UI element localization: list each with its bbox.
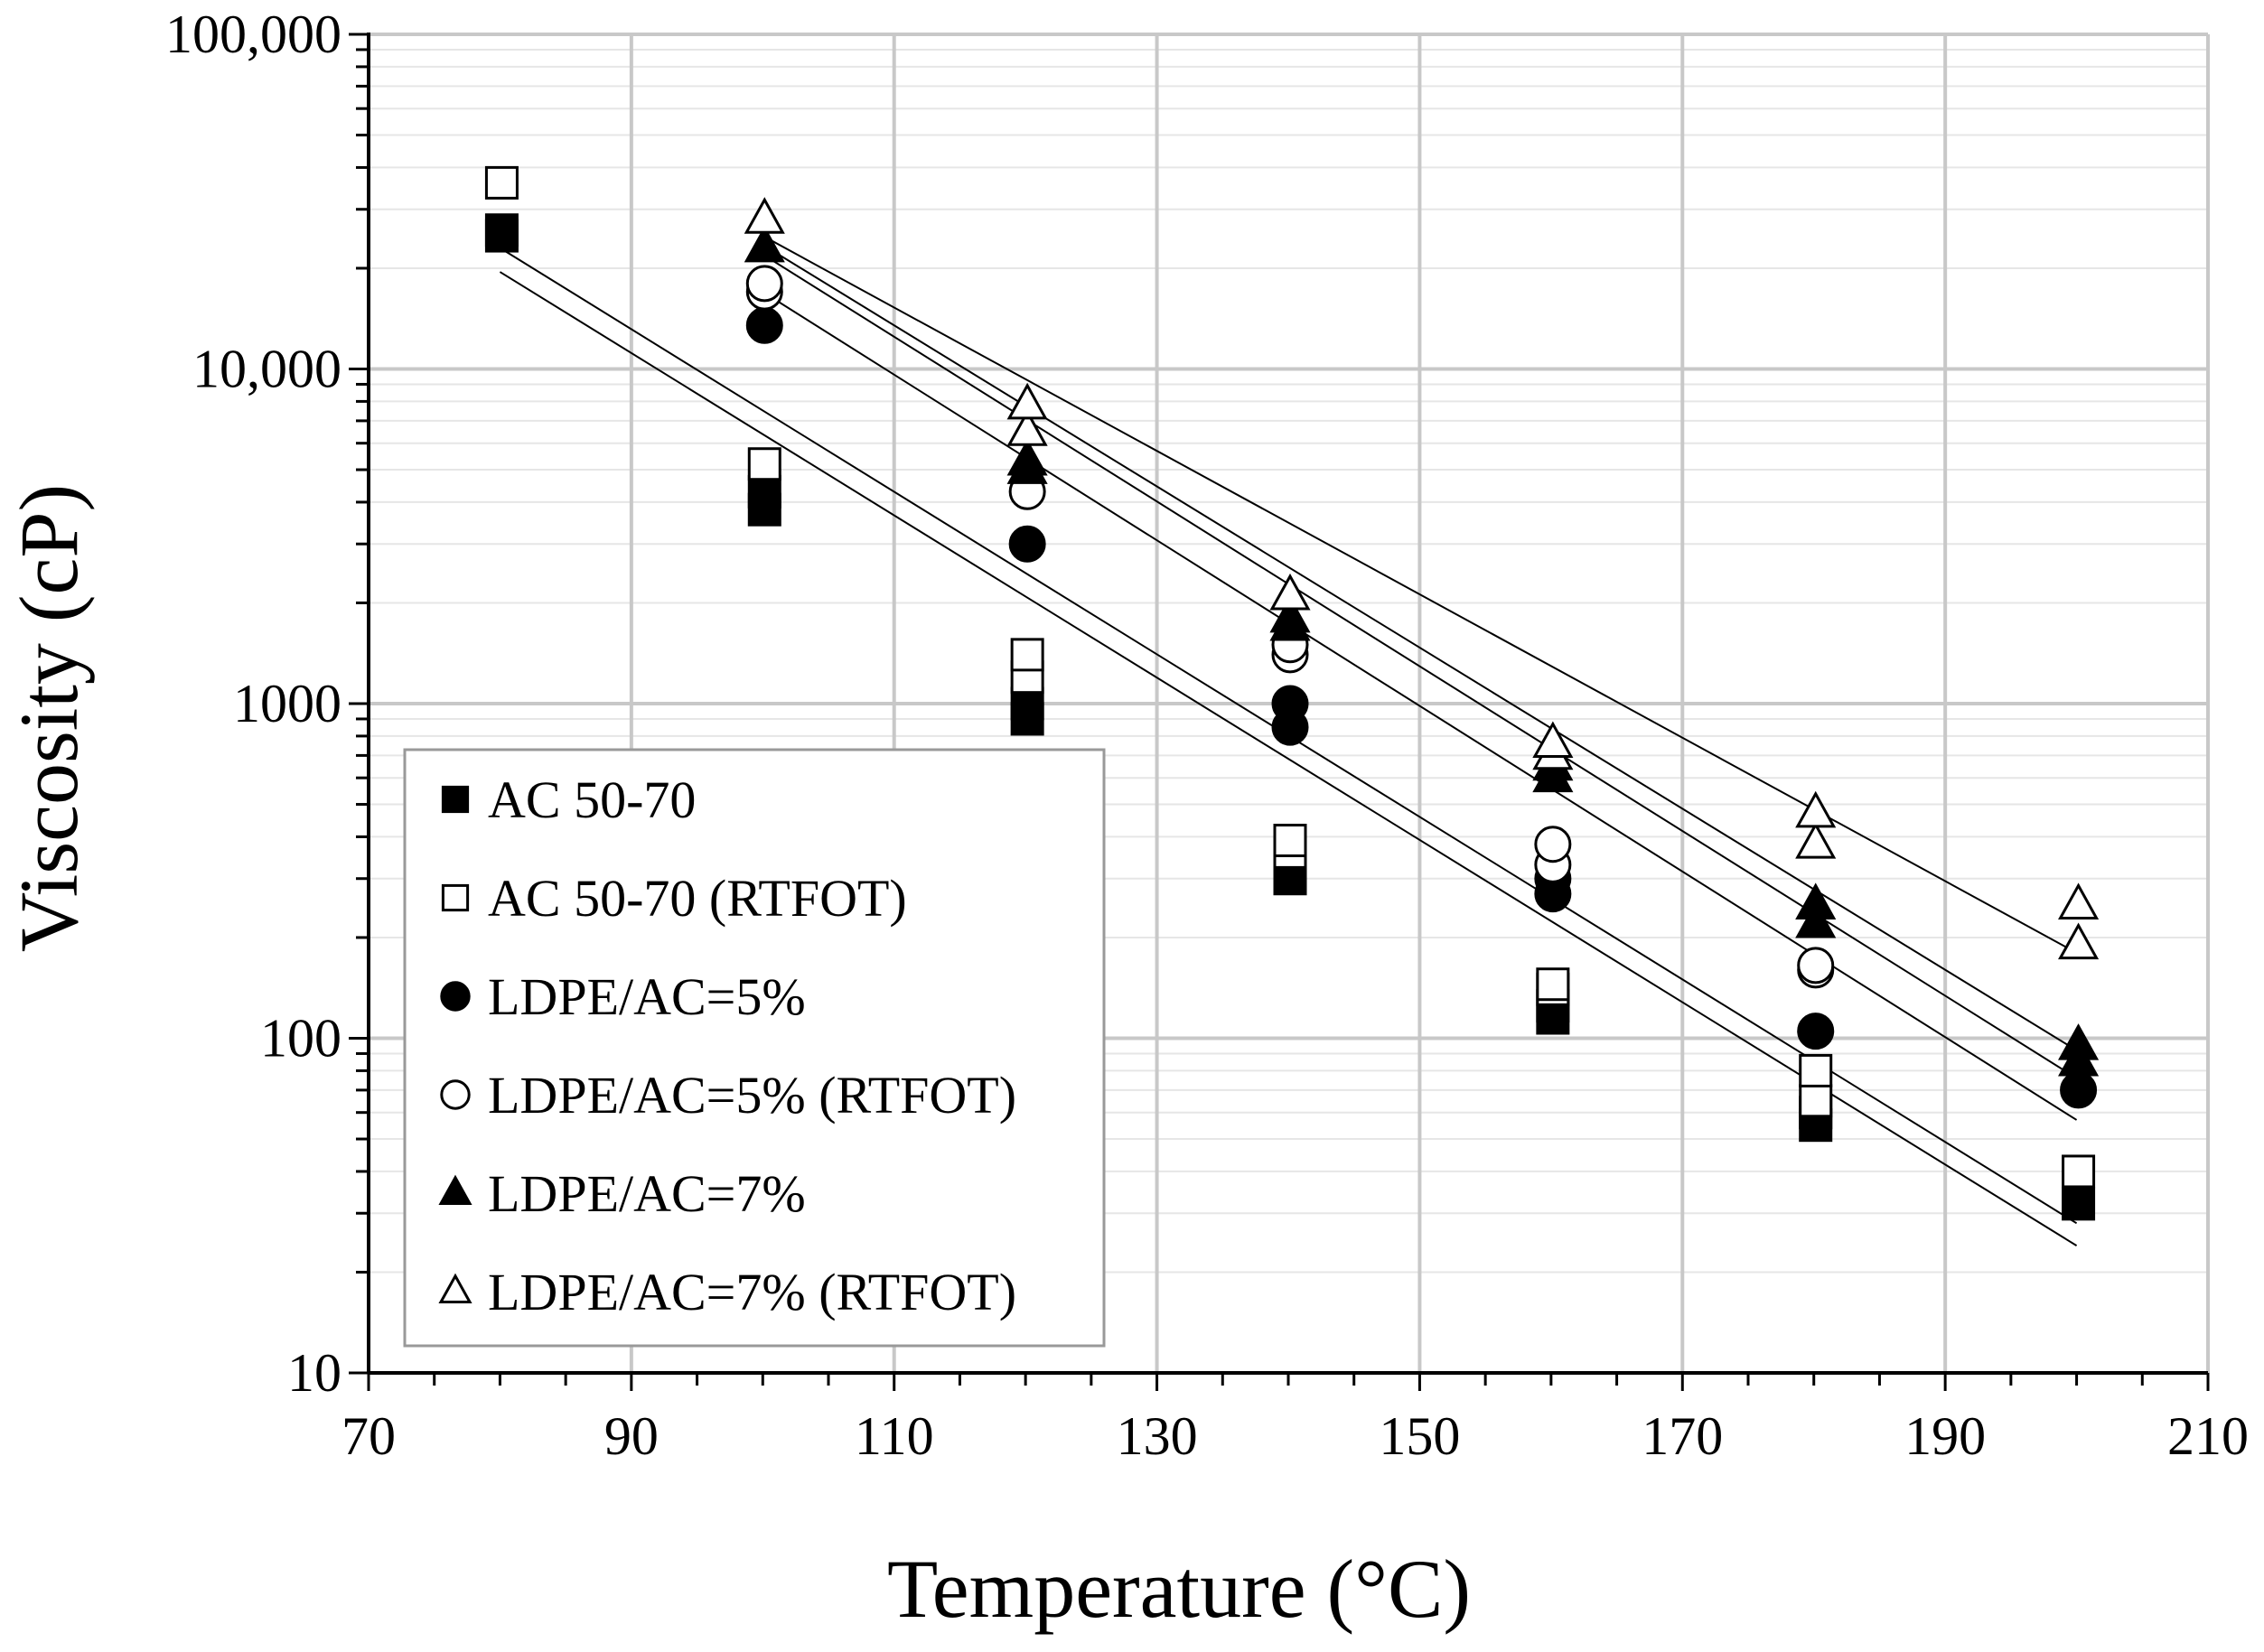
legend-marker xyxy=(440,981,471,1012)
x-tick-label: 90 xyxy=(604,1406,659,1466)
data-point xyxy=(2058,922,2100,960)
legend-marker xyxy=(438,1174,472,1206)
data-point xyxy=(2058,1023,2100,1060)
fit-line xyxy=(762,235,2078,954)
data-point xyxy=(1795,822,1837,859)
data-point xyxy=(1008,525,1046,563)
data-point xyxy=(1795,882,1837,919)
x-tick-label: 190 xyxy=(1904,1406,1986,1466)
y-tick-label: 10 xyxy=(287,1343,341,1403)
data-point xyxy=(747,474,781,509)
data-points xyxy=(484,165,2100,1221)
x-tick-label: 210 xyxy=(2167,1406,2249,1466)
fit-line xyxy=(762,253,2078,1079)
legend-label: AC 50-70 xyxy=(488,770,696,829)
legend-label: AC 50-70 (RTFOT) xyxy=(488,869,907,928)
data-point xyxy=(1797,947,1835,985)
data-point xyxy=(1799,1053,1833,1087)
legend-box xyxy=(403,748,1106,1348)
data-point xyxy=(1532,721,1574,759)
data-point xyxy=(1534,826,1572,863)
data-point xyxy=(1006,382,1048,420)
data-point xyxy=(2062,1154,2096,1189)
y-tick-label: 100,000 xyxy=(165,5,341,64)
x-axis-title: Temperature (°C) xyxy=(887,1543,1471,1635)
legend-marker xyxy=(438,1273,472,1304)
y-axis-title: Viscosity (cP) xyxy=(3,484,95,952)
y-tick-label: 100 xyxy=(260,1009,341,1069)
legend-label: LDPE/AC=7% xyxy=(488,1164,806,1223)
data-point xyxy=(745,306,783,344)
x-tick-label: 150 xyxy=(1379,1406,1460,1466)
x-tick-label: 70 xyxy=(341,1406,396,1466)
data-point xyxy=(484,213,519,247)
data-point xyxy=(2058,882,2100,919)
axes: 70 90 110 130 150 170 190 210 10 100 1000 10,000 100… xyxy=(165,5,2249,1466)
data-point xyxy=(744,225,785,263)
data-point xyxy=(1799,1084,1833,1118)
fit-line xyxy=(762,291,2078,1121)
data-point xyxy=(747,447,781,481)
data-point xyxy=(1269,595,1311,633)
fit-line xyxy=(762,244,2078,1051)
data-point xyxy=(1795,790,1837,828)
data-point xyxy=(745,265,783,303)
data-point xyxy=(1271,708,1309,746)
data-point xyxy=(1536,967,1570,1002)
data-point xyxy=(484,165,519,200)
data-point xyxy=(1273,824,1307,858)
legend-marker xyxy=(441,883,470,912)
data-point xyxy=(1797,1013,1835,1050)
y-tick-label: 1000 xyxy=(233,674,341,733)
x-tick-label: 130 xyxy=(1117,1406,1198,1466)
data-point xyxy=(1269,573,1311,611)
data-point xyxy=(744,197,785,234)
x-tick-label: 170 xyxy=(1642,1406,1723,1466)
x-tick-label: 110 xyxy=(855,1406,934,1466)
data-point xyxy=(2060,1071,2098,1109)
data-point xyxy=(2062,1187,2096,1221)
legend-label: LDPE/AC=7% (RTFOT) xyxy=(488,1263,1016,1321)
legend-label: LDPE/AC=5% (RTFOT) xyxy=(488,1066,1016,1125)
legend-marker xyxy=(441,785,470,814)
legend: AC 50-70 AC 50-70 (RTFOT) LDPE/AC=5% LDPE/A… xyxy=(403,748,1106,1348)
legend-label: LDPE/AC=5% xyxy=(488,967,806,1026)
data-point xyxy=(1006,409,1048,446)
data-point xyxy=(1010,638,1044,672)
data-point xyxy=(1795,901,1837,938)
data-point xyxy=(1006,438,1048,476)
legend-marker xyxy=(440,1079,471,1110)
y-tick-label: 10,000 xyxy=(192,340,341,399)
